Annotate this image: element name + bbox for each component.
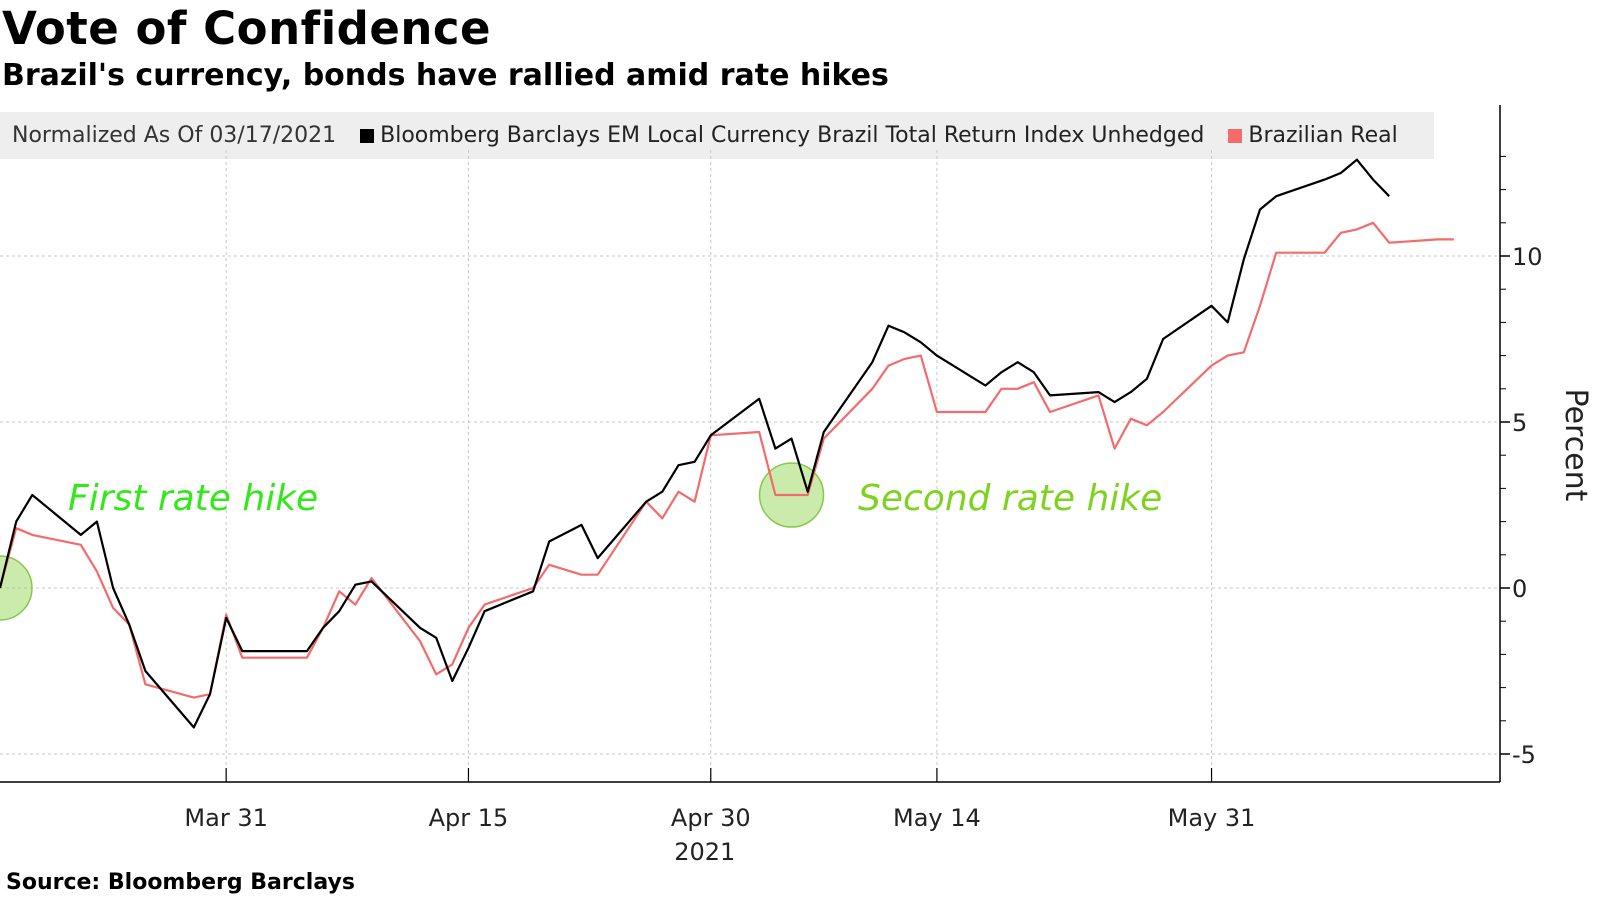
legend-swatch-bond-index (360, 128, 375, 143)
legend-swatch-brazilian-real (1228, 128, 1243, 143)
source-note: Source: Bloomberg Barclays (6, 870, 355, 895)
x-tick-label: Apr 30 (671, 804, 751, 832)
series-line-bond-index (0, 158, 1390, 729)
legend-label-bond-index: Bloomberg Barclays EM Local Currency Bra… (380, 123, 1205, 148)
chart-title: Vote of Confidence (2, 2, 492, 55)
x-tick-label: Mar 31 (184, 804, 267, 832)
y-tick-label: 0 (1512, 575, 1527, 603)
x-tick-label: Apr 15 (429, 804, 509, 832)
first-rate-hike-marker (0, 555, 33, 621)
legend-item-bond-index: Bloomberg Barclays EM Local Currency Bra… (360, 123, 1204, 148)
y-axis-title: Percent (1558, 389, 1593, 502)
annotation-second-rate-hike: Second rate hike (858, 478, 1162, 519)
legend: Normalized As Of 03/17/2021 Bloomberg Ba… (0, 112, 1434, 159)
annotation-first-rate-hike: First rate hike (68, 478, 318, 519)
legend-normalization-note: Normalized As Of 03/17/2021 (12, 123, 337, 148)
legend-label-brazilian-real: Brazilian Real (1248, 123, 1398, 148)
chart-subtitle: Brazil's currency, bonds have rallied am… (2, 58, 889, 93)
y-tick-label: 10 (1512, 243, 1543, 271)
legend-item-brazilian-real: Brazilian Real (1228, 123, 1398, 148)
x-tick-label: May 31 (1168, 804, 1256, 832)
x-year-label: 2021 (674, 838, 735, 866)
y-tick-label: 5 (1512, 409, 1527, 437)
y-tick-label: -5 (1512, 741, 1536, 769)
x-tick-label: May 14 (893, 804, 981, 832)
